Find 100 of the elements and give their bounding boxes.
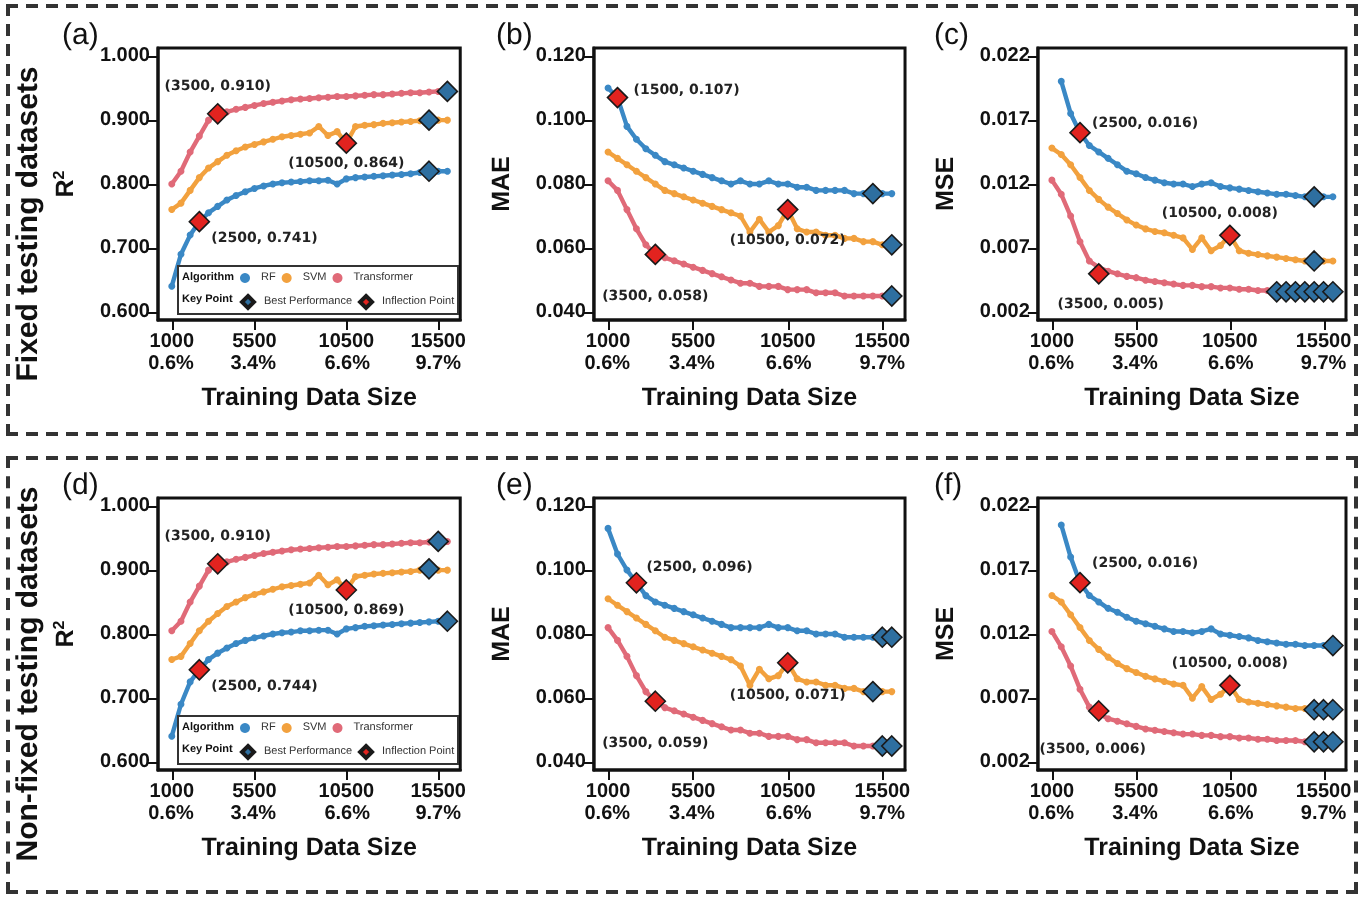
x-axis-title: Training Data Size (641, 833, 858, 861)
point (250, 184, 258, 192)
point (205, 164, 213, 172)
point (1235, 285, 1243, 293)
point (1219, 224, 1241, 247)
point (287, 546, 295, 554)
point (223, 603, 231, 611)
point (1282, 640, 1290, 648)
x2-tick-label: 0.6% (584, 353, 631, 375)
point (604, 624, 612, 632)
point (1160, 728, 1168, 736)
point (324, 176, 332, 184)
point (1123, 272, 1131, 280)
point (342, 625, 350, 633)
point (388, 540, 396, 548)
x-tick-label: 15500 (854, 331, 912, 353)
point (736, 662, 744, 670)
point (379, 172, 387, 180)
x-tick-label: 1000 (585, 331, 632, 353)
point (614, 601, 621, 609)
point (755, 180, 763, 188)
point (177, 652, 185, 660)
point (436, 610, 459, 633)
x-tick-label: 10500 (318, 331, 376, 353)
point (287, 131, 295, 139)
point (651, 598, 659, 606)
point (296, 130, 304, 138)
point (642, 620, 650, 628)
point (1123, 613, 1131, 621)
chart-title: (b) (496, 18, 533, 52)
point (388, 119, 396, 127)
x-axis-title: Training Data Size (641, 383, 858, 411)
y-tick-label: 0.100 (535, 109, 587, 131)
point (1076, 238, 1084, 246)
point (188, 658, 211, 681)
point (746, 279, 754, 287)
point (803, 736, 811, 744)
point (774, 180, 782, 188)
x2-tick-label: 3.4% (230, 803, 277, 825)
point (1254, 735, 1262, 743)
point (269, 135, 277, 143)
point (632, 135, 640, 143)
point (1085, 636, 1093, 644)
point (1322, 634, 1344, 657)
x2-tick-label: 3.4% (1112, 353, 1158, 375)
point (1123, 216, 1131, 224)
chart-title: (e) (496, 468, 533, 502)
point (718, 620, 726, 628)
point (880, 735, 903, 757)
point (250, 590, 258, 598)
point (1273, 736, 1281, 744)
point (1170, 680, 1178, 688)
x-tick-label: 15500 (410, 781, 467, 803)
point (670, 604, 678, 612)
y-tick-label: 0.120 (535, 45, 587, 67)
point (205, 656, 213, 664)
point (642, 145, 650, 153)
point (793, 225, 801, 233)
point (1282, 190, 1290, 198)
point (241, 553, 249, 561)
y-tick-label: 0.022 (979, 44, 1031, 67)
point (822, 289, 830, 297)
point (1235, 185, 1243, 193)
point (205, 617, 213, 625)
x2-tick-label: 0.6% (1028, 803, 1075, 825)
point (1207, 695, 1215, 703)
point (361, 91, 369, 99)
point (1048, 144, 1056, 152)
x-tick-label: 15500 (1295, 781, 1353, 803)
x-tick-label: 1000 (585, 781, 632, 803)
point (708, 174, 716, 182)
point (352, 573, 360, 581)
point (287, 178, 295, 186)
point (632, 225, 640, 233)
point (784, 180, 792, 188)
point (776, 652, 799, 674)
point (765, 675, 773, 683)
x2-tick-label: 6.6% (765, 353, 812, 375)
point (397, 568, 405, 576)
point (186, 231, 194, 239)
point (443, 167, 451, 175)
point (416, 539, 424, 547)
point (793, 627, 801, 635)
text: Non-fixed testing datasets (11, 486, 45, 862)
point (1160, 279, 1168, 287)
point (397, 539, 405, 547)
point (1198, 731, 1206, 739)
point (803, 627, 811, 635)
point (1132, 221, 1140, 229)
point (850, 633, 858, 641)
point (250, 101, 258, 109)
point (306, 177, 314, 185)
point (250, 551, 258, 559)
point (223, 151, 231, 159)
point (1198, 234, 1206, 242)
x-tick-label: 1000 (149, 331, 195, 353)
point (315, 94, 323, 102)
y-tick-label: 0.700 (99, 686, 151, 709)
point (1188, 629, 1196, 637)
point (774, 222, 782, 230)
